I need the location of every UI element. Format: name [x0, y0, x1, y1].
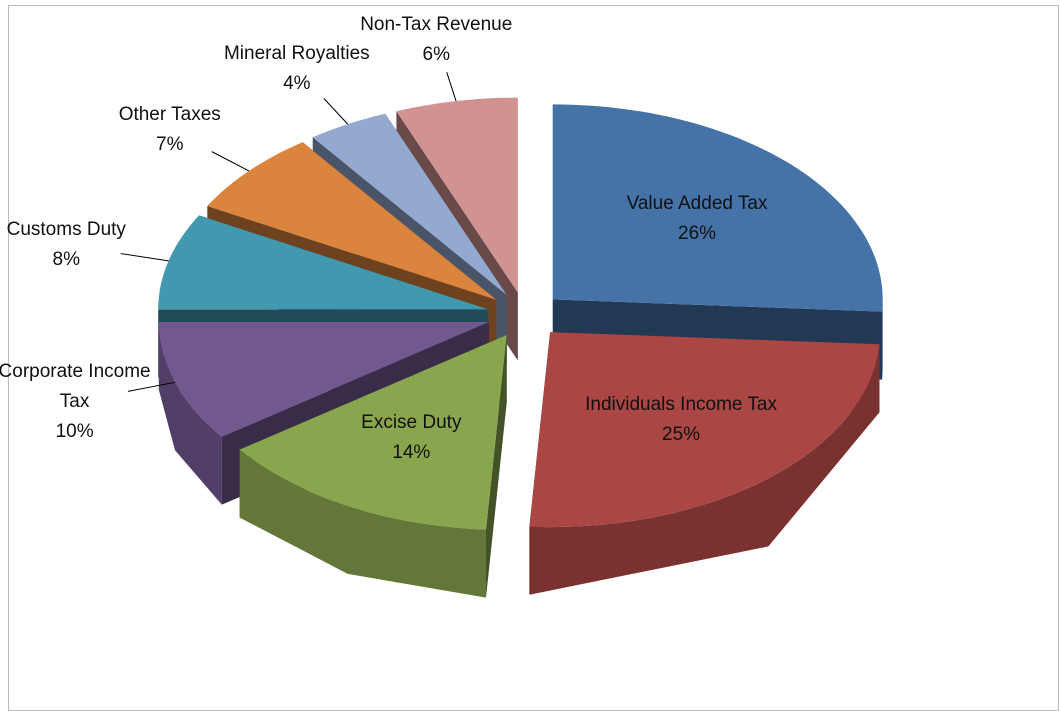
- slice-label: Value Added Tax 26%: [592, 189, 802, 249]
- slice-label-name: Excise Duty: [361, 411, 462, 433]
- slice-top: [312, 113, 507, 296]
- slice-label-value: 6%: [422, 43, 450, 65]
- slice-label-name: Non-Tax Revenue: [360, 13, 513, 35]
- leader-line: [127, 381, 176, 392]
- leader-line: [211, 151, 250, 172]
- slice-label: Other Taxes 7%: [85, 100, 255, 160]
- slice-label: Excise Duty 14%: [306, 408, 516, 468]
- slice-wall: [239, 449, 486, 598]
- leader-line: [323, 98, 349, 125]
- slice: [239, 334, 507, 598]
- slice-label-name: Customs Duty: [6, 219, 126, 241]
- slice-wall: [529, 344, 880, 595]
- slice-label: Corporate Income Tax 10%: [0, 357, 160, 447]
- slice-label: Individuals Income Tax 25%: [576, 390, 786, 450]
- slice-wall: [158, 322, 222, 505]
- slice-top: [396, 97, 518, 293]
- slice-label-value: 8%: [52, 249, 80, 271]
- slice-label-value: 7%: [156, 133, 184, 155]
- slice-label-value: 14%: [392, 441, 431, 463]
- slice-label: Non-Tax Revenue 6%: [351, 10, 521, 70]
- slice-label-value: 4%: [283, 73, 311, 95]
- slice-top: [239, 334, 507, 530]
- slice-label-name: Value Added Tax: [626, 193, 768, 215]
- slice-top: [207, 142, 497, 300]
- slice-label: Customs Duty 8%: [0, 215, 151, 275]
- slice-top: [552, 104, 883, 312]
- slice-top: [158, 322, 489, 437]
- slice-label-name: Individuals Income Tax: [585, 393, 777, 415]
- leader-line: [446, 72, 457, 102]
- slice-label: Mineral Royalties 4%: [212, 39, 382, 99]
- slice-label-value: 26%: [678, 223, 717, 245]
- slice-label-value: 25%: [662, 423, 701, 445]
- slice-wall: [882, 299, 883, 380]
- slice-label-name: Mineral Royalties: [223, 43, 370, 65]
- slice: [529, 332, 880, 595]
- leader-line: [120, 253, 169, 262]
- slice-label-name: Other Taxes: [118, 103, 221, 125]
- slice-top: [529, 332, 880, 528]
- slice-label-value: 10%: [55, 420, 94, 442]
- slice-top: [158, 215, 489, 310]
- slice-label-name: Corporate Income Tax: [0, 360, 151, 412]
